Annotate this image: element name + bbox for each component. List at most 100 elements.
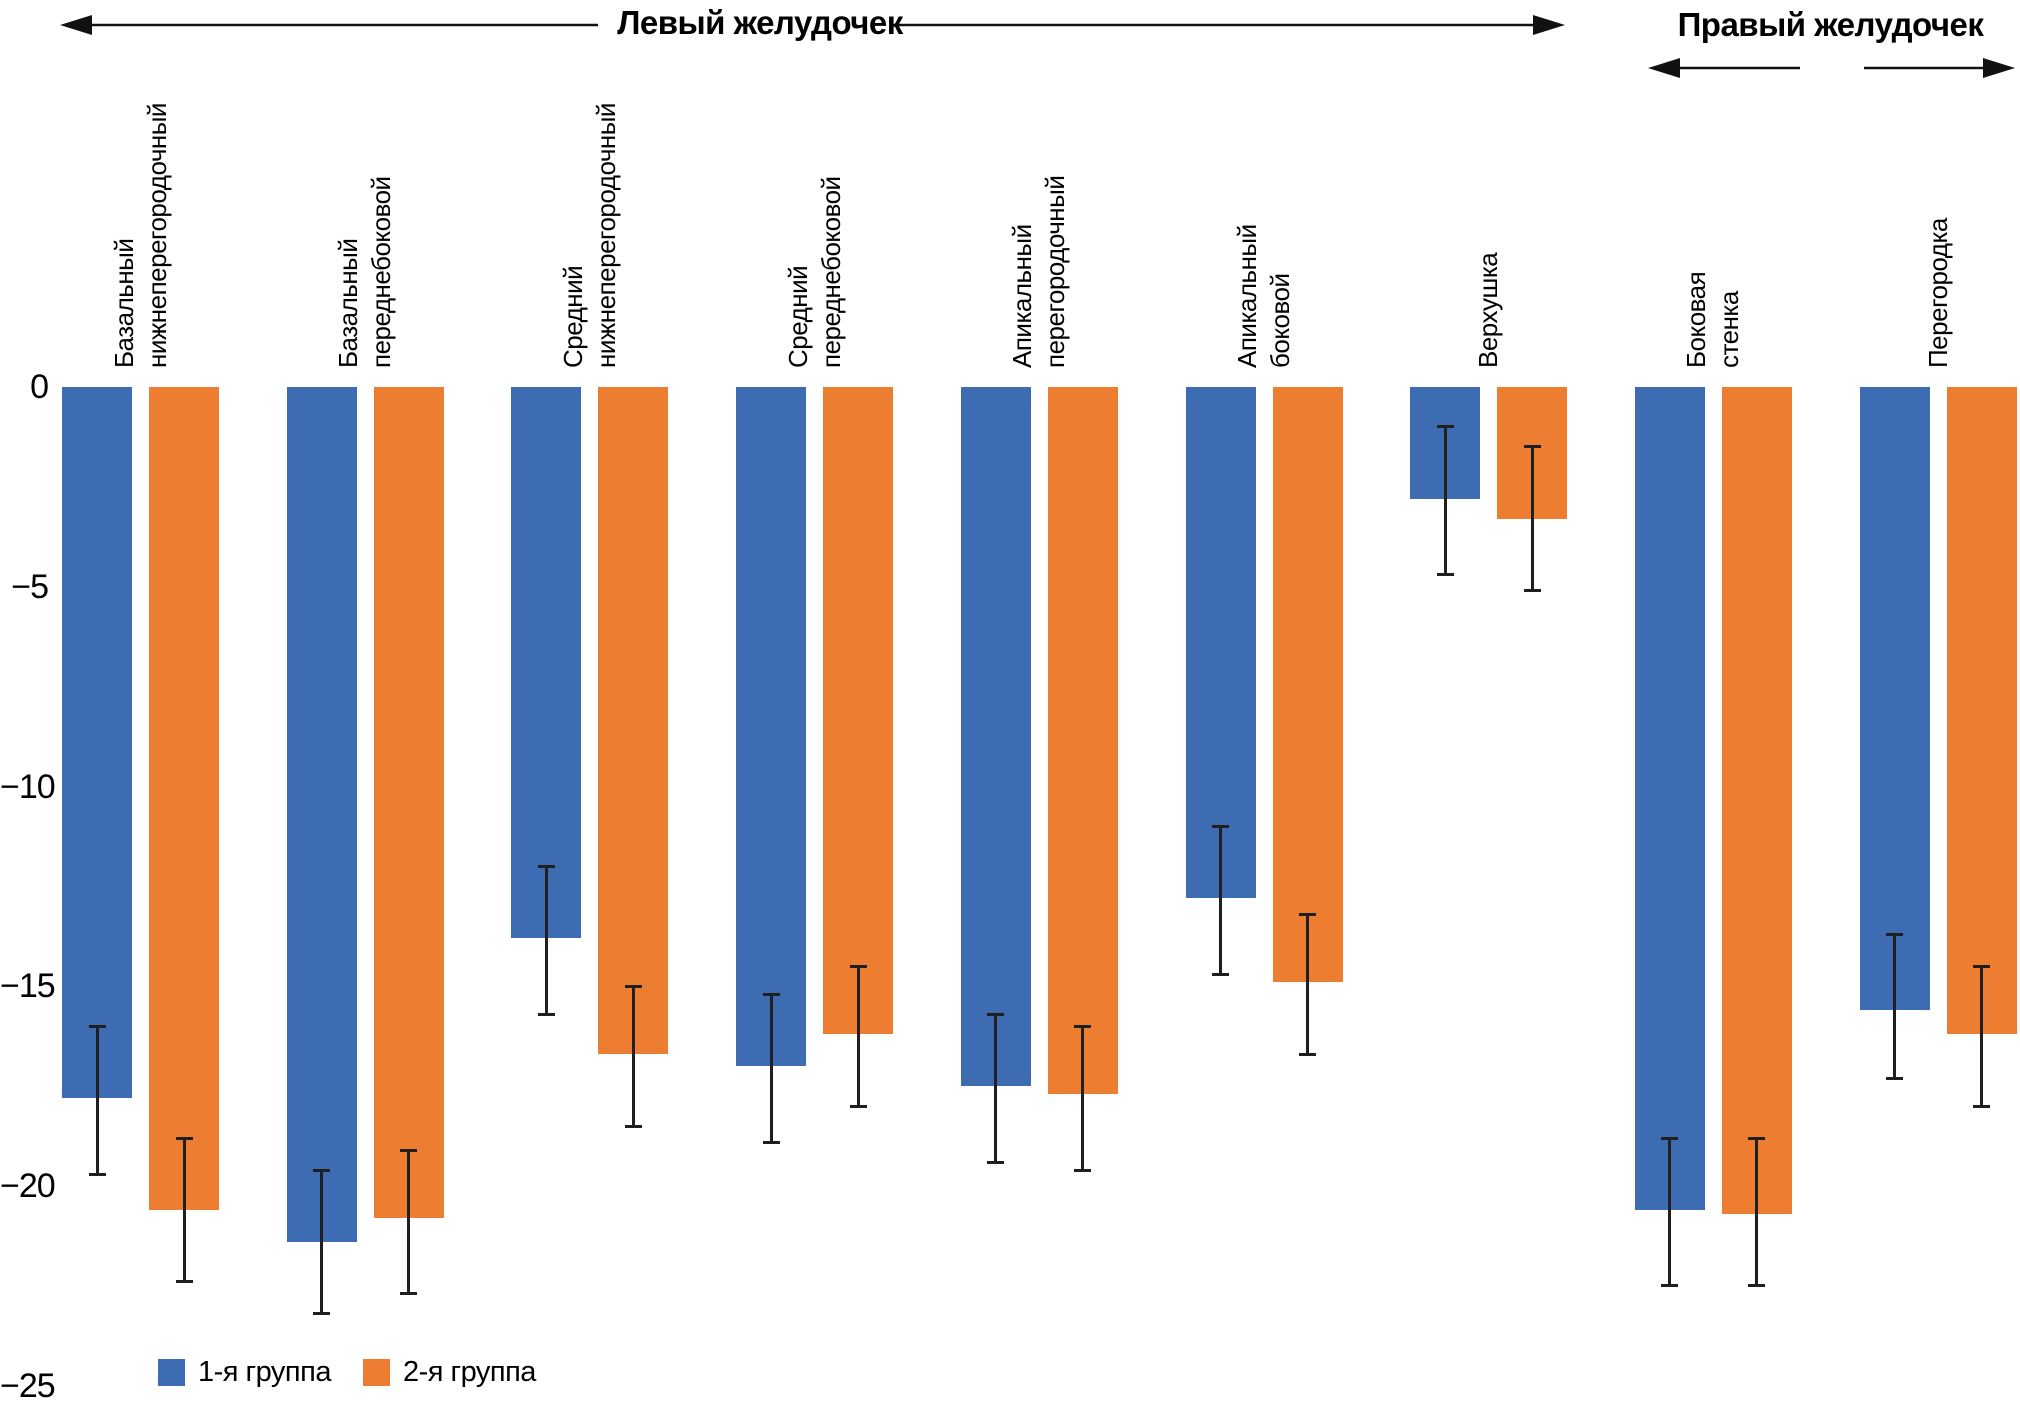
left-ventricle-span-arrows: [60, 15, 2015, 78]
error-bar-cap: [624, 984, 642, 988]
error-bar-cap: [1212, 972, 1229, 976]
error-bar-cap: [762, 992, 780, 996]
legend-label-group2: 2-я группа: [402, 1356, 536, 1388]
error-bar: [407, 1150, 411, 1294]
bar-series1-cat1: [62, 387, 132, 1099]
category-label: Боковая стенка: [1680, 272, 1746, 368]
bar-series2-cat6: [1272, 387, 1343, 983]
bar-series1-cat9: [1859, 387, 1930, 1011]
category-label: Базальный переднебоковой: [332, 176, 398, 368]
bar-series1-cat6: [1185, 387, 1256, 899]
legend-item-group1: 1-я группа: [158, 1358, 331, 1387]
category-label-line: Средний: [782, 265, 813, 368]
bar-series2-cat1: [149, 387, 219, 1210]
error-bar-cap: [1973, 964, 1991, 968]
bar-series1-cat2: [286, 387, 357, 1242]
error-bar-cap: [537, 864, 555, 868]
error-bar-cap: [849, 964, 867, 968]
category-label-line: Базальный: [108, 238, 139, 368]
bar-series2-cat9: [1946, 387, 2017, 1035]
error-bar: [769, 994, 773, 1143]
error-bar: [1755, 1138, 1759, 1286]
legend-swatch-group2-icon: [362, 1359, 390, 1386]
category-label-line: Апикальный: [1007, 224, 1038, 368]
error-bar-cap: [313, 1168, 331, 1172]
error-bar-cap: [987, 1160, 1005, 1164]
category-label-line: Базальный: [333, 238, 364, 368]
category-label: Перегородка: [1922, 218, 1955, 368]
error-bar-cap: [1523, 589, 1541, 593]
y-tick-label: −25: [0, 1366, 56, 1405]
error-bar: [1443, 426, 1447, 575]
error-bar-cap: [1748, 1284, 1766, 1288]
error-bar-cap: [1299, 912, 1316, 916]
arrowhead-left-icon: [1648, 58, 1680, 78]
legend-item-group2: 2-я группа: [362, 1356, 536, 1388]
error-bar: [994, 1014, 998, 1163]
y-tick-label: −15: [0, 967, 56, 1006]
error-bar-cap: [762, 1140, 780, 1144]
error-bar-cap: [1074, 1024, 1092, 1028]
bar-series2-cat3: [598, 387, 669, 1055]
y-tick-label: −10: [0, 767, 56, 806]
error-bar-cap: [1661, 1284, 1679, 1288]
error-bar: [544, 866, 548, 1015]
error-bar: [1668, 1138, 1672, 1286]
error-bar-cap: [1661, 1136, 1679, 1140]
category-label-line: переднебоковой: [815, 176, 846, 368]
category-label: Базальный нижнеперегородочный: [108, 103, 174, 368]
category-label: Средний нижнеперегородочный: [557, 103, 623, 368]
error-bar: [320, 1170, 324, 1314]
legend-label-group1: 1-я группа: [198, 1356, 331, 1388]
category-label: Апикальный боковой: [1231, 224, 1297, 368]
category-label-line: нижнеперегородочный: [141, 103, 172, 368]
error-bar: [1219, 826, 1222, 975]
category-label-line: Перегородка: [1922, 218, 1953, 368]
legend: 1-я группа 2-я группа: [158, 1358, 536, 1387]
arrowhead-left-icon: [60, 15, 92, 35]
category-label-line: Верхушка: [1473, 252, 1504, 368]
category-label: Средний переднебоковой: [782, 176, 848, 368]
legend-swatch-group1-icon: [158, 1359, 185, 1386]
error-bar-cap: [1886, 1076, 1904, 1080]
bar-series2-cat2: [373, 387, 444, 1218]
error-bar: [856, 966, 860, 1107]
error-bar-cap: [400, 1148, 418, 1152]
category-label: Апикальный перегородочный: [1006, 176, 1072, 368]
error-bar-cap: [1973, 1104, 1991, 1108]
category-label-line: боковой: [1265, 273, 1295, 368]
bar-series1-cat5: [960, 387, 1031, 1087]
error-bar-cap: [624, 1124, 642, 1128]
bar-series2-cat5: [1047, 387, 1118, 1095]
bar-series2-cat8: [1721, 387, 1792, 1214]
error-bar-cap: [88, 1172, 106, 1176]
error-bar: [1980, 966, 1984, 1107]
category-label: Верхушка: [1472, 253, 1505, 368]
category-label-line: Боковая: [1681, 271, 1712, 368]
error-bar-cap: [1212, 824, 1229, 828]
category-label-line: перегородочный: [1040, 175, 1071, 368]
error-bar: [1530, 446, 1534, 591]
error-bar-cap: [987, 1012, 1005, 1016]
category-label-line: Апикальный: [1232, 224, 1262, 368]
error-bar-cap: [175, 1136, 193, 1140]
arrowhead-right-icon: [1983, 58, 2015, 78]
group-header-right-ventricle: Правый желудочек: [1677, 6, 1984, 43]
category-label-line: Средний: [557, 265, 588, 368]
error-bar-cap: [1523, 445, 1541, 449]
error-bar-cap: [313, 1312, 331, 1316]
bar-series2-cat4: [823, 387, 894, 1035]
error-bar-cap: [1299, 1052, 1316, 1056]
group-header-left-ventricle: Левый желудочек: [617, 4, 903, 41]
error-bar: [1081, 1026, 1085, 1170]
y-tick-label: −5: [11, 567, 49, 606]
error-bar: [182, 1138, 186, 1282]
error-bar-cap: [849, 1104, 867, 1108]
error-bar-cap: [1074, 1168, 1092, 1172]
bar-series1-cat3: [511, 387, 582, 939]
y-tick-label: −20: [0, 1167, 56, 1205]
arrowhead-right-icon: [1533, 15, 1565, 35]
y-tick-label: 0: [30, 368, 49, 406]
error-bar-cap: [1886, 932, 1904, 936]
